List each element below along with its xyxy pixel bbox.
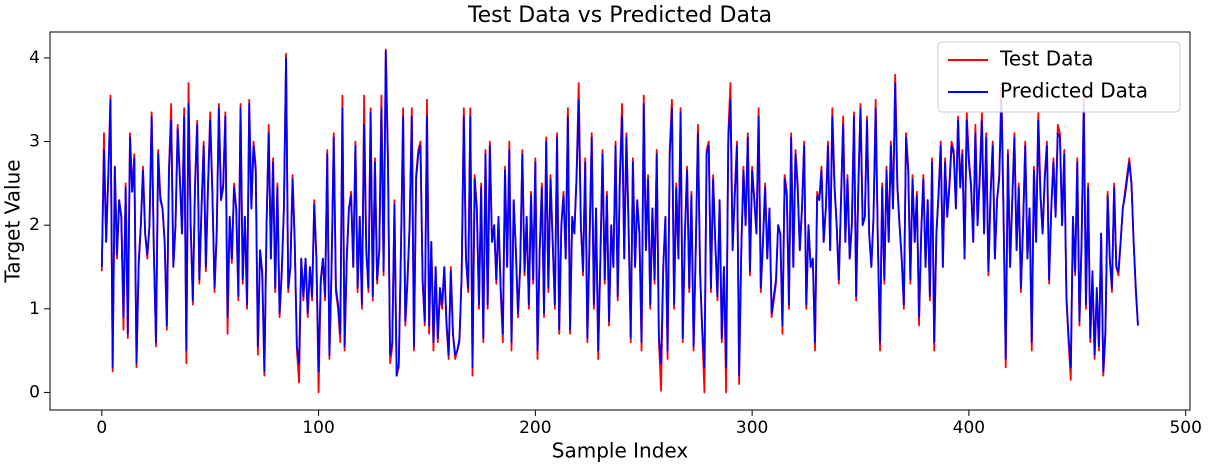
y-tick-label: 2 [29,215,40,235]
x-tick-label: 0 [96,418,107,438]
y-tick-label: 3 [29,132,40,152]
y-tick-label: 0 [29,382,40,402]
y-tick-label: 4 [29,48,40,68]
x-tick-label: 500 [1169,418,1201,438]
legend-label: Test Data [999,47,1094,71]
y-tick-label: 1 [29,299,40,319]
x-axis-label: Sample Index [552,439,689,463]
data-line [100,50,1139,377]
x-tick-label: 300 [736,418,768,438]
legend-box [937,41,1181,113]
plot-frame [49,31,1191,411]
x-tick-label: 400 [953,418,985,438]
x-tick-label: 100 [302,418,334,438]
x-tick-label: 200 [519,418,551,438]
chart-title: Test Data vs Predicted Data [467,3,772,28]
legend-label: Predicted Data [1000,79,1148,103]
y-axis-label: Target Value [1,159,25,283]
